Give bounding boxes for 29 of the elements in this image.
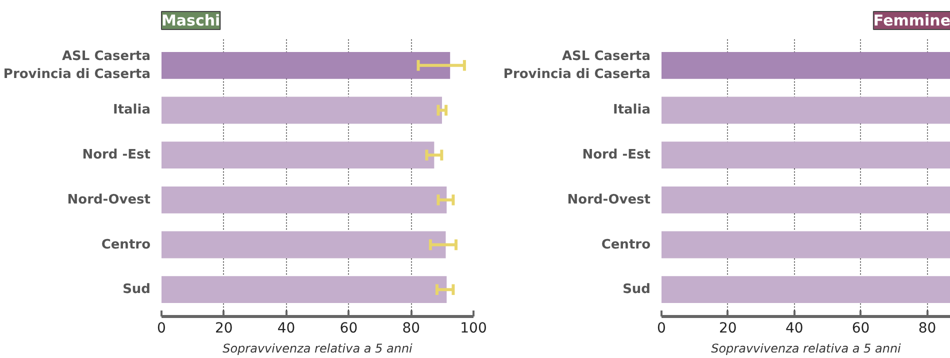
y-tick-label: Italia — [112, 102, 151, 118]
x-tick-label: 40 — [277, 320, 296, 336]
x-tick-label: 60 — [852, 320, 870, 336]
y-tick-label: Nord-Ovest — [67, 192, 150, 208]
y-tick-label: Centro — [101, 237, 151, 252]
x-axis-title: Sopravvivenza relativa a 5 anni — [711, 342, 902, 356]
x-tick-label: 20 — [719, 320, 737, 336]
y-tick-label: Nord -Est — [582, 148, 651, 163]
x-tick-label: 60 — [340, 320, 358, 336]
x-tick-label: 80 — [402, 320, 420, 336]
x-tick-label: 20 — [214, 320, 233, 336]
x-tick-label: 100 — [460, 320, 487, 336]
chart-title: Maschi — [162, 12, 220, 30]
x-tick-label: 80 — [918, 320, 936, 336]
y-tick-label: Sud — [122, 282, 151, 298]
y-tick-label: Nord -Est — [82, 148, 151, 163]
x-tick-label: 0 — [157, 320, 166, 336]
text: Provincia di Caserta — [3, 66, 151, 82]
x-tick-label: 0 — [657, 320, 666, 336]
y-tick-label: Centro — [601, 237, 651, 252]
y-tick-label: ASL Caserta — [62, 48, 150, 64]
y-tick-label: Sud — [622, 282, 651, 298]
x-tick-label: 40 — [785, 320, 804, 336]
text: Provincia di Caserta — [503, 66, 651, 82]
y-tick-label: ASL Caserta — [562, 48, 650, 64]
y-tick-label: Nord-Ovest — [567, 192, 650, 208]
chart-title: Femmine — [873, 12, 950, 30]
x-axis-title: Sopravvivenza relativa a 5 anni — [222, 342, 414, 356]
y-tick-label: Italia — [612, 102, 651, 118]
